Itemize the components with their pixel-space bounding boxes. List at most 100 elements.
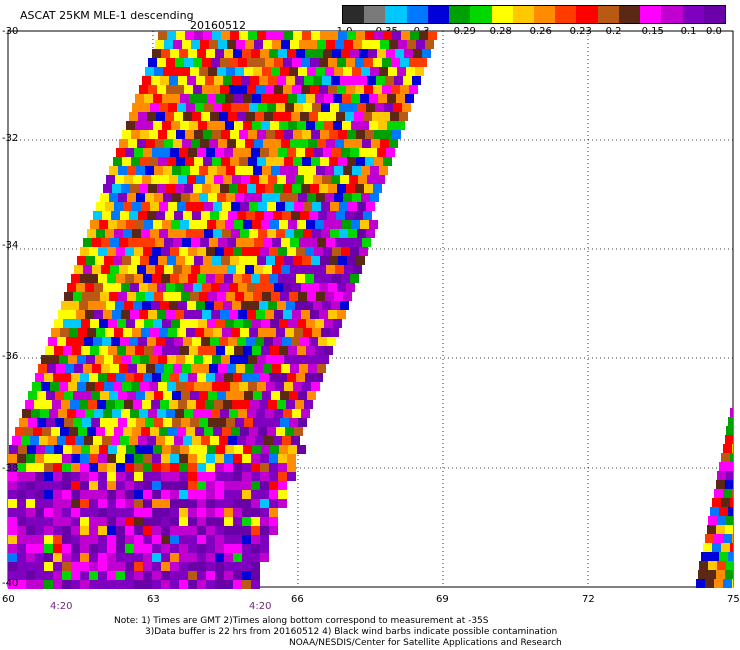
swath-cell <box>224 454 233 463</box>
swath-cell <box>63 445 72 454</box>
swath-cell <box>268 76 277 85</box>
swath-cell <box>214 76 223 85</box>
swath-cell <box>287 463 296 472</box>
swath-cell <box>212 157 221 166</box>
swath-cell <box>81 346 90 355</box>
swath-cell <box>248 31 257 40</box>
swath-cell <box>714 489 723 498</box>
colorbar-swatch <box>682 6 704 23</box>
swath-cell <box>305 148 314 157</box>
swath-cell <box>54 319 63 328</box>
swath-cell <box>80 373 89 382</box>
swath-cell <box>188 247 197 256</box>
swath-cell <box>153 220 162 229</box>
swath-cell <box>155 40 164 49</box>
swath-cell <box>279 220 288 229</box>
swath-cell <box>295 175 304 184</box>
swath-cell <box>113 157 122 166</box>
swath-cell <box>242 454 251 463</box>
swath-cell <box>89 562 98 571</box>
swath-cell <box>262 418 271 427</box>
swath-cell <box>284 355 293 364</box>
swath-cell <box>133 301 142 310</box>
swath-cell <box>370 166 379 175</box>
swath-cell <box>129 211 138 220</box>
swath-cell <box>302 130 311 139</box>
swath-cell <box>282 337 291 346</box>
swath-cell <box>95 355 104 364</box>
swath-cell <box>157 409 166 418</box>
swath-cell <box>134 508 143 517</box>
swath-cell <box>251 517 260 526</box>
swath-cell <box>391 58 400 67</box>
swath-cell <box>103 310 112 319</box>
swath-cell <box>716 480 725 489</box>
swath-cell <box>350 49 359 58</box>
swath-cell <box>189 346 198 355</box>
swath-cell <box>199 67 208 76</box>
swath-cell <box>215 247 224 256</box>
swath-cell <box>297 445 306 454</box>
swath-cell <box>726 471 733 480</box>
swath-cell <box>17 499 26 508</box>
swath-cell <box>696 579 705 588</box>
swath-cell <box>71 490 80 499</box>
swath-cell <box>185 355 194 364</box>
swath-cell <box>723 489 732 498</box>
swath-cell <box>206 148 215 157</box>
swath-cell <box>337 283 346 292</box>
swath-cell <box>362 40 371 49</box>
swath-cell <box>136 193 145 202</box>
swath-cell <box>311 157 320 166</box>
swath-cell <box>416 40 425 49</box>
swath-cell <box>220 58 229 67</box>
swath-cell <box>71 526 80 535</box>
swath-cell <box>410 31 419 40</box>
swath-cell <box>278 373 287 382</box>
swath-cell <box>211 310 220 319</box>
swath-cell <box>296 373 305 382</box>
swath-cell <box>126 445 135 454</box>
swath-cell <box>233 148 242 157</box>
swath-cell <box>285 427 294 436</box>
swath-cell <box>202 58 211 67</box>
swath-cell <box>181 166 190 175</box>
swath-cell <box>260 481 269 490</box>
swath-cell <box>93 337 102 346</box>
swath-cell <box>44 373 53 382</box>
swath-cell <box>204 103 213 112</box>
swath-cell <box>337 85 346 94</box>
swath-cell <box>307 67 316 76</box>
swath-cell <box>327 337 336 346</box>
swath-cell <box>260 454 269 463</box>
swath-cell <box>134 454 143 463</box>
swath-cell <box>125 472 134 481</box>
swath-cell <box>265 58 274 67</box>
swath-cell <box>125 247 134 256</box>
swath-cell <box>179 535 188 544</box>
swath-cell <box>170 580 179 589</box>
swath-cell <box>125 373 134 382</box>
swath-cell <box>216 94 225 103</box>
swath-cell <box>233 544 242 553</box>
swath-cell <box>260 508 269 517</box>
swath-cell <box>35 463 44 472</box>
swath-cell <box>296 49 305 58</box>
swath-cell <box>229 283 238 292</box>
swath-cell <box>175 310 184 319</box>
swath-cell <box>197 454 206 463</box>
swath-cell <box>245 139 254 148</box>
swath-cell <box>415 67 424 76</box>
swath-cell <box>162 346 171 355</box>
swath-cell <box>362 139 371 148</box>
swath-cell <box>99 319 108 328</box>
swath-cell <box>188 490 197 499</box>
swath-cell <box>318 112 327 121</box>
swath-cell <box>135 220 144 229</box>
swath-cell <box>125 535 134 544</box>
swath-cell <box>122 382 131 391</box>
swath-cell <box>107 490 116 499</box>
swath-cell <box>237 436 246 445</box>
swath-cell <box>80 454 89 463</box>
swath-cell <box>195 427 204 436</box>
